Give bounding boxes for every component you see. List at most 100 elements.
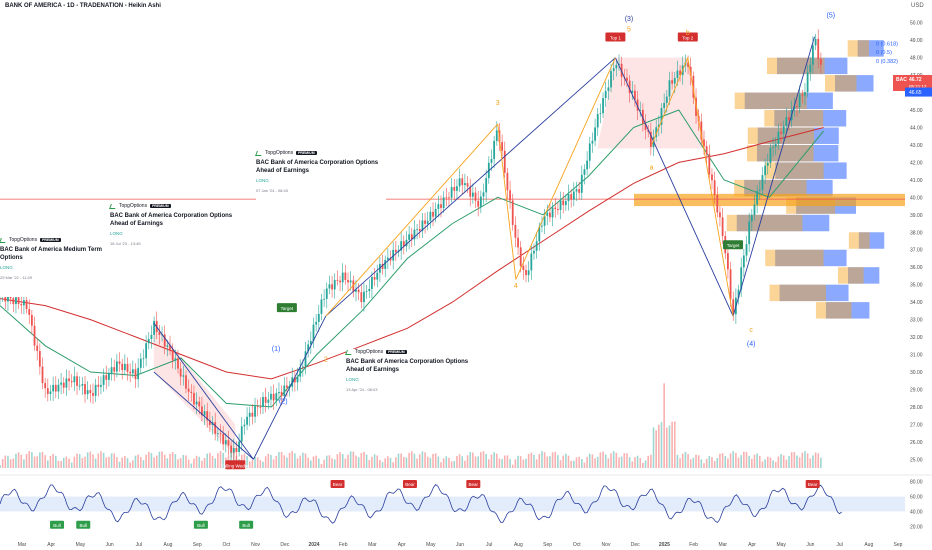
wave-3-sub-label: 3 (496, 100, 500, 107)
candle-body (65, 378, 68, 388)
bull-signal-bg (76, 520, 91, 529)
candle-body (530, 253, 533, 271)
volume-bar (73, 456, 76, 468)
volume-bar (33, 456, 36, 468)
idea-card[interactable]: TopgOptions PREMIUM BAC Bank of America C… (255, 150, 386, 212)
time-tick-label: Apr (748, 542, 756, 548)
candle-body (432, 211, 434, 217)
volume-bar (310, 460, 312, 468)
volume-bar (198, 456, 201, 468)
candle-body (642, 109, 644, 124)
price-tick-label: 35.00 (910, 283, 923, 289)
volume-bar (105, 457, 108, 468)
volume-bar (758, 455, 761, 468)
volume-bar (145, 454, 147, 468)
candle-body (634, 90, 636, 100)
candle-body (626, 77, 628, 81)
candle-body (657, 124, 660, 128)
candle-body (594, 127, 596, 141)
volume-bar (533, 454, 535, 468)
candle-body (753, 204, 756, 215)
candle-body (503, 150, 506, 173)
candle-body (429, 211, 432, 221)
volume-bar (594, 458, 596, 468)
candle-body (583, 169, 586, 175)
time-tick-label: Jun (806, 542, 814, 548)
volume-bar (503, 455, 506, 468)
volume-bar (814, 452, 817, 468)
falling-wedge-label-bg (225, 460, 246, 470)
idea-card[interactable]: TopgOptions PREMIUM BAC Bank of America C… (109, 203, 245, 265)
volume-bar (453, 461, 456, 468)
topgoptions-logo-icon (109, 203, 117, 209)
volume-bar (41, 451, 44, 468)
volume-bar (333, 459, 336, 468)
volume-bar (554, 451, 557, 468)
candle-body (381, 263, 384, 269)
candle-body (267, 399, 270, 403)
price-tick-label: 38.00 (910, 230, 923, 236)
candle-body (187, 388, 190, 392)
oscillator-band (0, 496, 905, 512)
candle-body (97, 384, 100, 387)
price-tick-label: 43.00 (910, 143, 923, 149)
candle-body (185, 375, 187, 389)
candle-body (296, 376, 299, 383)
candle-body (527, 270, 530, 276)
volume-bar (780, 454, 782, 468)
candle-body (224, 440, 227, 445)
candle-body (182, 375, 185, 377)
volume-profile-down (815, 302, 852, 319)
volume-bar (355, 455, 357, 468)
candle-body (131, 369, 134, 374)
volume-bar (381, 462, 384, 468)
candle-body (275, 393, 278, 401)
volume-bar (232, 452, 235, 468)
volume-bar (171, 452, 174, 468)
time-tick-label: May (776, 542, 786, 548)
wave-line (515, 57, 616, 280)
candle-body (60, 382, 63, 385)
top-1-label-bg (605, 32, 626, 42)
candle-body (737, 289, 740, 298)
volume-bar (580, 459, 583, 468)
candle-body (456, 186, 458, 191)
volume-bar (525, 458, 527, 468)
volume-bar (469, 452, 472, 468)
candle-body (278, 391, 280, 394)
price-tick-label: 27.00 (910, 422, 923, 428)
candle-body (408, 234, 411, 240)
time-tick-label: Aug (864, 542, 873, 548)
time-tick-label: Apr (47, 542, 55, 548)
volume-bar (769, 457, 772, 468)
candle-body (323, 298, 326, 300)
candle-body (721, 217, 724, 237)
candle-body (554, 207, 557, 210)
volume-bar (331, 458, 333, 468)
falling-wedge-label: Falling Wedge (221, 463, 250, 468)
candle-body (347, 280, 349, 283)
volume-bar (753, 454, 756, 468)
volume-bar (312, 456, 315, 468)
volume-bar (94, 458, 97, 468)
candle-body (392, 249, 395, 261)
oscillator-tick-label: 60.00 (910, 495, 923, 501)
volume-bar (708, 456, 711, 468)
volume-bar (283, 455, 286, 468)
volume-bar (251, 459, 254, 468)
volume-bar (217, 453, 219, 468)
wedge-line (153, 371, 254, 460)
candle-body (177, 358, 179, 369)
candle-body (4, 292, 7, 302)
volume-bar (336, 454, 339, 468)
volume-bar (384, 458, 387, 468)
volume-bar (538, 453, 541, 468)
candle-body (198, 401, 201, 407)
time-tick-label: Jun (456, 542, 464, 548)
time-tick-label: Jul (836, 542, 842, 548)
idea-card[interactable]: TopgOptions PREMIUM BAC Bank of America C… (345, 349, 476, 411)
idea-card[interactable]: TopgOptions PREMIUM BAC Bank of America M… (0, 237, 110, 297)
time-tick-label: Mar (718, 542, 727, 548)
candle-body (610, 70, 612, 88)
